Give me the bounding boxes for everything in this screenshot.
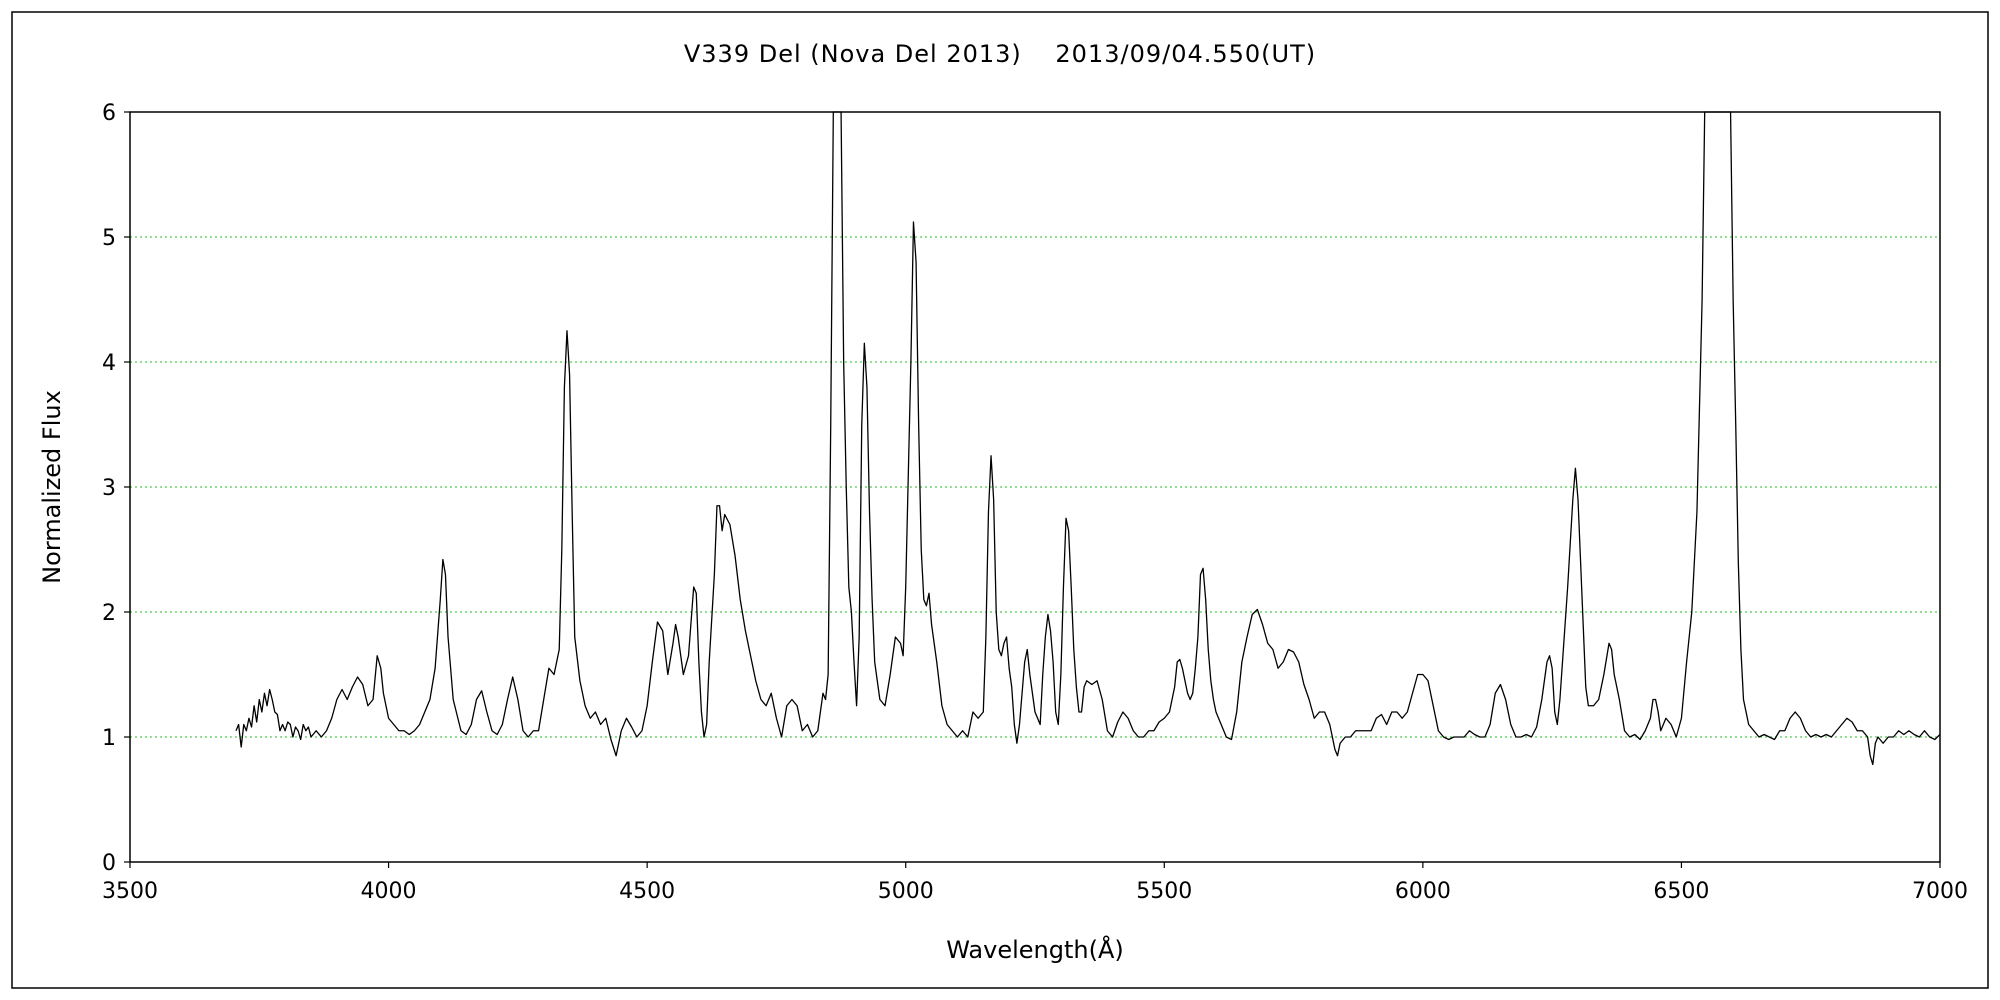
spectrum-line xyxy=(235,111,1941,766)
y-tick-label: 2 xyxy=(102,601,116,626)
y-tick-label: 0 xyxy=(102,851,116,876)
x-tick-label: 3500 xyxy=(102,879,158,904)
x-tick-label: 6000 xyxy=(1395,879,1451,904)
x-tick-label: 4500 xyxy=(619,879,675,904)
tick-layer: 0 1 2 3 4 5 6 3500 4000 4500 5000 5500 6000 6500 7000 xyxy=(102,101,1968,904)
y-tick-label: 6 xyxy=(102,101,116,126)
x-tick-label: 4000 xyxy=(361,879,417,904)
y-tick-label: 5 xyxy=(102,226,116,251)
grid-layer xyxy=(130,236,1940,738)
y-tick-label: 3 xyxy=(102,476,116,501)
x-tick-label: 5500 xyxy=(1136,879,1192,904)
y-tick-label: 1 xyxy=(102,726,116,751)
y-tick-label: 4 xyxy=(102,351,116,376)
outer-frame xyxy=(11,11,1989,989)
x-tick-label: 7000 xyxy=(1912,879,1968,904)
x-axis-label: Wavelength(Å) xyxy=(946,935,1124,964)
y-axis-label: Normalized Flux xyxy=(38,390,66,584)
x-tick-label: 6500 xyxy=(1653,879,1709,904)
chart-title: V339 Del (Nova Del 2013) 2013/09/04.550(… xyxy=(684,40,1316,68)
x-tick-label: 5000 xyxy=(878,879,934,904)
